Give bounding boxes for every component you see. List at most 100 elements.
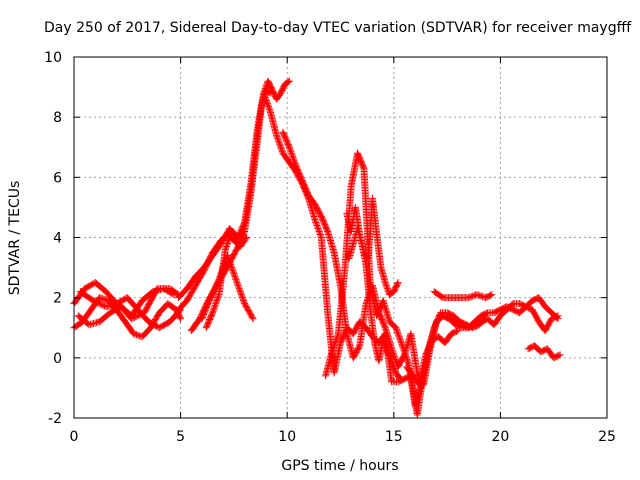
data-point (403, 355, 411, 363)
data-point (333, 334, 341, 342)
y-tick-label: 10 (44, 50, 62, 66)
data-point (249, 315, 257, 323)
data-point (212, 298, 220, 306)
data-point (235, 283, 243, 291)
data-point (239, 295, 247, 303)
data-point (97, 294, 105, 302)
data-point (223, 241, 231, 249)
data-point (390, 352, 398, 360)
data-point (399, 345, 407, 353)
data-point (315, 226, 323, 234)
data-point (388, 357, 396, 365)
data-point (398, 340, 406, 348)
data-point (278, 146, 286, 154)
data-point (316, 230, 324, 238)
data-point (234, 282, 242, 290)
series-track-q (403, 327, 462, 389)
data-point (136, 311, 144, 319)
data-point (396, 336, 404, 344)
data-point (95, 299, 103, 307)
data-point (287, 148, 295, 156)
data-point (98, 301, 106, 309)
data-point (130, 330, 138, 338)
data-point (383, 285, 391, 293)
data-point (213, 295, 221, 303)
data-point (213, 297, 221, 305)
data-point (286, 146, 294, 154)
y-tick-label: 6 (53, 170, 62, 186)
data-point (313, 220, 321, 228)
data-point (239, 297, 247, 305)
x-tick-label: 25 (598, 429, 616, 445)
data-point (389, 361, 397, 369)
data-point (260, 89, 268, 97)
data-point (452, 327, 460, 335)
data-point (248, 313, 256, 321)
data-point (480, 316, 488, 324)
data-point (260, 91, 268, 99)
data-point (393, 327, 401, 335)
data-point (474, 291, 482, 299)
data-point (404, 358, 412, 366)
data-point (553, 314, 561, 322)
data-point (312, 218, 320, 226)
data-point (382, 345, 390, 353)
data-point (210, 306, 218, 314)
data-point (476, 292, 484, 300)
data-point (482, 309, 490, 317)
data-point (466, 293, 474, 301)
data-point (330, 342, 338, 350)
data-point (555, 351, 563, 359)
data-point (401, 349, 409, 357)
data-point (473, 291, 481, 299)
data-point (231, 273, 239, 281)
data-point (277, 143, 285, 151)
data-point (398, 342, 406, 350)
data-point (237, 289, 245, 297)
data-point (131, 330, 139, 338)
data-point (132, 313, 140, 321)
data-point (284, 78, 292, 86)
data-point (262, 97, 270, 105)
data-point (228, 265, 236, 273)
data-point (96, 294, 104, 302)
data-point (291, 160, 299, 168)
data-point (323, 226, 331, 234)
data-point (226, 258, 234, 266)
y-tick-labels: -2 0 2 4 6 8 10 (44, 50, 62, 427)
data-point (469, 292, 477, 300)
chart-title: Day 250 of 2017, Sidereal Day-to-day VTE… (44, 20, 632, 36)
data-point (89, 297, 97, 305)
data-point (92, 298, 100, 306)
x-tick-label: 15 (385, 429, 403, 445)
data-point (261, 92, 269, 100)
data-point (393, 280, 401, 288)
data-point (226, 234, 234, 241)
data-point (208, 310, 216, 318)
data-point (331, 340, 339, 348)
axis-ticks (73, 56, 608, 419)
data-point (229, 268, 237, 276)
data-point (313, 221, 321, 229)
data-point (400, 348, 408, 356)
data-point (265, 103, 273, 111)
data-point (209, 309, 217, 317)
data-point (265, 88, 273, 96)
data-point (274, 134, 282, 142)
data-point (556, 351, 564, 359)
data-point (290, 157, 298, 165)
series-track-o (430, 288, 496, 302)
data-point (394, 330, 402, 338)
data-point (359, 163, 367, 171)
data-point (390, 363, 398, 371)
data-point (275, 137, 283, 145)
data-point (379, 336, 387, 344)
data-point (224, 238, 232, 246)
data-point (265, 104, 273, 112)
data-point (285, 143, 293, 151)
series-track-d (76, 285, 182, 323)
series-track-i (202, 227, 242, 332)
data-point (237, 291, 245, 299)
data-point (224, 240, 232, 248)
data-point (396, 334, 404, 342)
